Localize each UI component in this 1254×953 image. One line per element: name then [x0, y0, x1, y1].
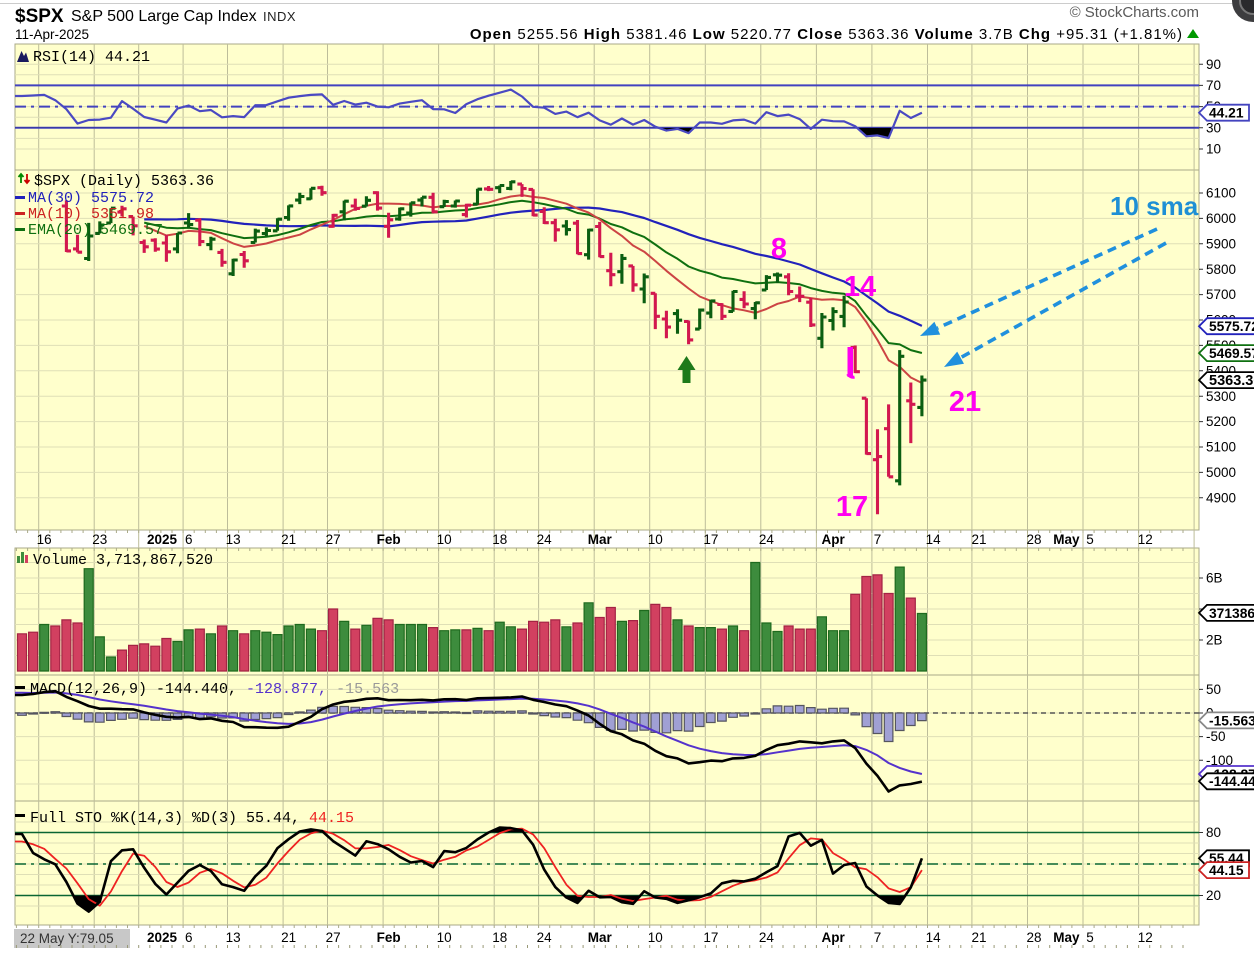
svg-text:-50: -50	[1206, 729, 1226, 744]
svg-text:S&P 500 Large Cap Index: S&P 500 Large Cap Index	[71, 8, 257, 25]
svg-text:INDX: INDX	[263, 9, 296, 24]
svg-text:2025: 2025	[147, 532, 178, 547]
svg-text:21: 21	[971, 930, 986, 945]
svg-text:May: May	[1053, 532, 1080, 547]
svg-text:24: 24	[759, 930, 775, 945]
svg-text:23: 23	[92, 532, 107, 547]
svg-text:Open 5255.56 High 5381.46 Low: Open 5255.56 High 5381.46 Low 5220.77 Cl…	[470, 26, 1183, 43]
svg-text:Mar: Mar	[588, 532, 613, 547]
svg-text:5: 5	[1086, 532, 1094, 547]
svg-text:12: 12	[1138, 930, 1153, 945]
svg-text:24: 24	[759, 532, 775, 547]
svg-text:17: 17	[703, 930, 718, 945]
svg-text:21: 21	[281, 930, 296, 945]
svg-text:10 sma: 10 sma	[1110, 191, 1199, 221]
svg-text:30: 30	[1206, 120, 1221, 135]
svg-text:Mar: Mar	[588, 930, 613, 945]
svg-text:8: 8	[771, 233, 787, 265]
svg-text:18: 18	[492, 532, 507, 547]
svg-text:5200: 5200	[1206, 414, 1236, 429]
svg-text:Feb: Feb	[377, 930, 401, 945]
svg-text:14: 14	[844, 271, 876, 303]
svg-text:5100: 5100	[1206, 440, 1236, 455]
svg-text:Apr: Apr	[821, 532, 845, 547]
svg-text:20: 20	[1206, 888, 1221, 903]
svg-text:5000: 5000	[1206, 465, 1236, 480]
svg-text:44.15: 44.15	[1209, 863, 1244, 878]
svg-text:90: 90	[1206, 57, 1221, 72]
svg-text:7: 7	[874, 532, 882, 547]
svg-text:18: 18	[492, 930, 507, 945]
svg-text:RSI(14) 44.21: RSI(14) 44.21	[33, 49, 150, 66]
svg-text:14: 14	[926, 532, 942, 547]
svg-text:© StockCharts.com: © StockCharts.com	[1070, 4, 1199, 21]
svg-text:27: 27	[326, 532, 341, 547]
svg-text:21: 21	[949, 386, 981, 418]
svg-text:MACD(12,26,9) -144.440, -128.8: MACD(12,26,9) -144.440, -128.877, -15.56…	[30, 681, 399, 698]
svg-text:5: 5	[1086, 930, 1094, 945]
svg-text:70: 70	[1206, 78, 1221, 93]
svg-text:50: 50	[1206, 682, 1221, 697]
svg-text:13: 13	[226, 930, 241, 945]
svg-text:80: 80	[1206, 825, 1221, 840]
svg-text:16: 16	[37, 532, 52, 547]
svg-text:5700: 5700	[1206, 287, 1236, 302]
svg-text:17: 17	[836, 491, 868, 523]
svg-text:28: 28	[1026, 532, 1041, 547]
svg-text:10: 10	[648, 532, 663, 547]
svg-text:27: 27	[326, 930, 341, 945]
svg-text:Full STO %K(14,3) %D(3) 55.44,: Full STO %K(14,3) %D(3) 55.44, 44.15	[30, 810, 354, 827]
svg-text:5363.36: 5363.36	[1209, 373, 1254, 389]
svg-text:6100: 6100	[1206, 186, 1236, 201]
svg-text:10: 10	[437, 930, 452, 945]
svg-text:28: 28	[1026, 930, 1041, 945]
svg-text:24: 24	[537, 532, 553, 547]
svg-text:-144.440: -144.440	[1209, 774, 1254, 789]
svg-text:21: 21	[971, 532, 986, 547]
svg-text:MA(30) 5575.72: MA(30) 5575.72	[28, 190, 154, 207]
svg-text:21: 21	[281, 532, 296, 547]
svg-text:22 May Y:79.05: 22 May Y:79.05	[20, 931, 114, 946]
svg-text:Apr: Apr	[821, 930, 845, 945]
svg-text:-100: -100	[1206, 753, 1233, 768]
svg-text:13: 13	[226, 532, 241, 547]
svg-text:7: 7	[874, 930, 882, 945]
svg-text:5575.72: 5575.72	[1209, 319, 1254, 334]
svg-text:May: May	[1053, 930, 1080, 945]
svg-text:-15.563: -15.563	[1209, 713, 1254, 728]
svg-text:6B: 6B	[1206, 571, 1223, 586]
svg-text:EMA(20) 5469.57: EMA(20) 5469.57	[28, 222, 163, 239]
svg-text:11-Apr-2025: 11-Apr-2025	[15, 27, 89, 42]
svg-text:6: 6	[185, 930, 193, 945]
svg-text:5800: 5800	[1206, 262, 1236, 277]
svg-text:10: 10	[437, 532, 452, 547]
svg-text:12: 12	[1138, 532, 1153, 547]
svg-text:14: 14	[926, 930, 942, 945]
svg-text:Feb: Feb	[377, 532, 401, 547]
svg-text:2B: 2B	[1206, 633, 1223, 648]
svg-text:6000: 6000	[1206, 211, 1236, 226]
svg-text:17: 17	[703, 532, 718, 547]
svg-text:3713867520: 3713867520	[1209, 606, 1254, 621]
svg-text:MA(10) 5351.98: MA(10) 5351.98	[28, 206, 154, 223]
svg-text:$SPX (Daily) 5363.36: $SPX (Daily) 5363.36	[34, 173, 214, 190]
svg-text:$SPX: $SPX	[15, 6, 64, 27]
svg-text:24: 24	[537, 930, 553, 945]
svg-text:2025: 2025	[147, 930, 178, 945]
svg-text:Volume 3,713,867,520: Volume 3,713,867,520	[33, 552, 213, 569]
svg-text:5900: 5900	[1206, 236, 1236, 251]
svg-text:5300: 5300	[1206, 389, 1236, 404]
svg-text:44.21: 44.21	[1209, 106, 1244, 121]
svg-text:10: 10	[1206, 142, 1221, 157]
svg-text:4900: 4900	[1206, 490, 1236, 505]
svg-text:6: 6	[185, 532, 193, 547]
svg-text:5469.57: 5469.57	[1209, 346, 1254, 361]
svg-text:10: 10	[648, 930, 663, 945]
